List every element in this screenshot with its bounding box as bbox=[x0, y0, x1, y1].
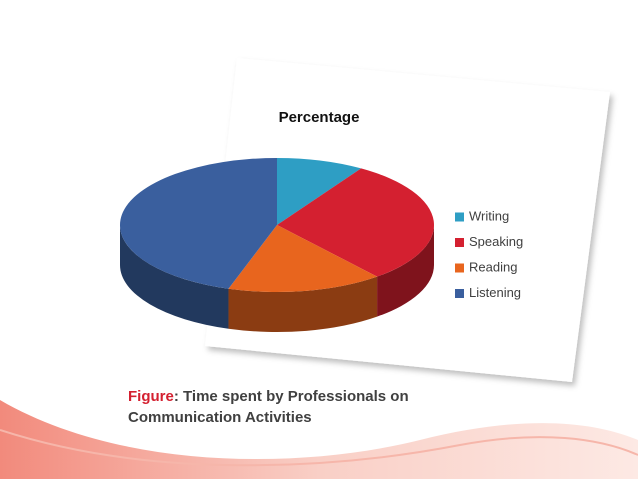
slice bbox=[119, 158, 277, 289]
chart-title: Percentage bbox=[279, 109, 360, 126]
slice bbox=[277, 168, 434, 277]
legend-label: Writing bbox=[469, 208, 509, 223]
wave-line bbox=[0, 429, 638, 467]
legend-swatch bbox=[455, 212, 464, 222]
legend-label: Speaking bbox=[469, 234, 523, 249]
wave bbox=[0, 400, 638, 479]
slice-side bbox=[228, 276, 378, 332]
caption: Figure: Time spent by Professionals on C… bbox=[128, 386, 428, 428]
legend-label: Reading bbox=[469, 259, 517, 274]
caption-label: Figure bbox=[128, 388, 174, 405]
legend-swatch bbox=[455, 289, 464, 298]
legend-swatch bbox=[455, 263, 464, 273]
slice bbox=[228, 225, 378, 292]
caption-text: : Time spent by Professionals on Communi… bbox=[128, 388, 409, 426]
slice-side bbox=[377, 225, 434, 317]
legend-swatch bbox=[455, 238, 464, 247]
legend-label: Listening bbox=[469, 285, 521, 300]
slice bbox=[277, 158, 362, 225]
slice-side bbox=[120, 225, 229, 329]
